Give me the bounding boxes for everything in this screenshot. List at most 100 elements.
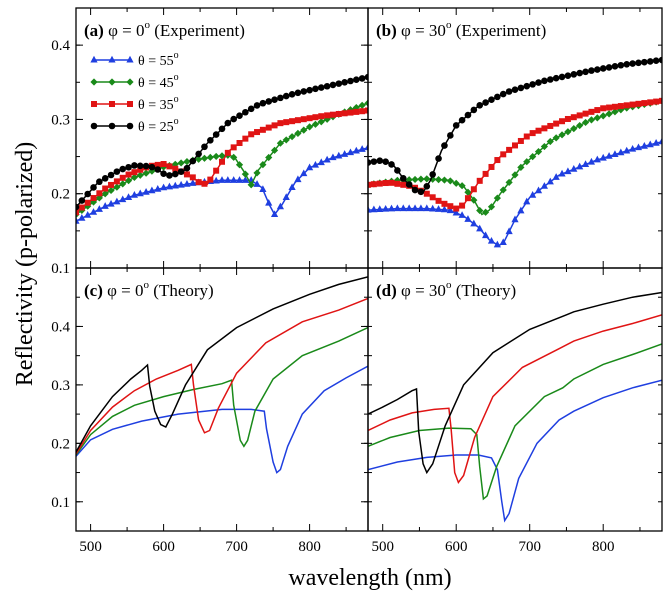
data-point xyxy=(364,143,368,151)
data-point xyxy=(154,166,162,173)
data-point xyxy=(323,155,331,163)
data-point xyxy=(300,88,308,95)
data-point xyxy=(113,168,121,175)
data-point xyxy=(464,195,471,202)
data-point xyxy=(125,171,132,178)
data-point xyxy=(136,162,144,170)
data-point xyxy=(382,158,389,165)
data-point xyxy=(265,198,273,206)
data-point xyxy=(300,126,308,134)
data-point xyxy=(499,90,507,98)
panels-layer: 0.10.20.30.4(a) φ = 0o (Experiment)θ = 5… xyxy=(51,7,663,555)
data-point xyxy=(635,100,642,107)
data-point xyxy=(154,185,162,192)
data-point xyxy=(611,63,619,70)
data-point xyxy=(564,128,572,136)
data-point xyxy=(160,183,168,191)
data-point xyxy=(388,179,395,186)
data-point xyxy=(317,118,325,126)
data-point xyxy=(253,102,261,109)
data-point xyxy=(294,89,302,97)
series-line-0 xyxy=(368,379,662,523)
data-point xyxy=(224,149,231,156)
data-point xyxy=(311,160,320,168)
panel-title-degree: o xyxy=(446,19,452,31)
data-point xyxy=(576,112,583,119)
data-point xyxy=(368,181,371,188)
data-point xyxy=(482,170,489,177)
data-point xyxy=(617,148,625,156)
data-point xyxy=(629,60,636,67)
data-point xyxy=(600,105,607,112)
series-line-1 xyxy=(368,343,662,501)
data-point xyxy=(494,93,501,101)
panel-title: (a) φ = 0o (Experiment) xyxy=(84,19,245,40)
data-point xyxy=(107,186,115,195)
data-point xyxy=(113,197,121,205)
data-point xyxy=(512,142,518,149)
data-point xyxy=(476,177,483,184)
series-line-0 xyxy=(76,365,368,474)
data-point xyxy=(131,169,138,176)
panel-frame xyxy=(367,267,663,532)
data-point xyxy=(230,115,237,123)
data-point xyxy=(364,73,368,81)
data-point xyxy=(541,125,548,132)
data-point xyxy=(393,176,401,184)
legend-marker xyxy=(90,78,98,86)
data-point xyxy=(494,157,501,164)
data-point xyxy=(189,179,197,186)
data-point xyxy=(605,152,613,159)
data-point xyxy=(119,165,127,173)
legend-label: θ = 25o xyxy=(138,116,179,135)
data-point xyxy=(277,94,284,102)
data-point xyxy=(405,204,413,212)
data-point xyxy=(84,211,92,218)
data-point xyxy=(417,188,425,196)
legend-label-degree: o xyxy=(174,116,179,127)
data-point xyxy=(581,160,590,167)
data-point xyxy=(89,208,98,215)
data-point xyxy=(253,169,261,177)
data-point xyxy=(594,107,601,114)
data-point xyxy=(172,165,179,172)
data-point xyxy=(511,215,519,223)
data-point xyxy=(218,176,226,183)
data-point xyxy=(370,205,378,213)
data-point xyxy=(235,176,244,183)
data-point xyxy=(183,158,191,166)
data-point xyxy=(634,143,643,151)
data-point xyxy=(482,231,490,239)
x-tick-label: 800 xyxy=(592,539,615,555)
data-point xyxy=(546,137,554,146)
data-point xyxy=(505,178,513,187)
data-point xyxy=(441,200,448,207)
series-group xyxy=(76,73,368,224)
x-tick-label: 500 xyxy=(371,539,394,555)
panel-title-degree: o xyxy=(446,279,452,291)
data-point xyxy=(534,147,543,156)
data-point xyxy=(137,166,144,173)
data-point xyxy=(253,180,261,187)
panel-title: (d) φ = 30o (Theory) xyxy=(376,279,516,300)
data-point xyxy=(658,137,662,145)
data-point xyxy=(130,173,138,181)
data-point xyxy=(230,153,238,161)
panel-frame xyxy=(75,7,369,269)
data-point xyxy=(329,111,336,118)
y-tick-label: 0.2 xyxy=(51,187,70,203)
panel-title-rest: (Theory) xyxy=(451,281,516,300)
data-point xyxy=(341,110,348,117)
x-tick-label: 500 xyxy=(79,539,102,555)
data-point xyxy=(76,217,80,224)
data-point xyxy=(552,173,560,180)
data-point xyxy=(458,182,466,190)
data-point xyxy=(623,146,631,154)
data-point xyxy=(458,211,466,218)
data-point xyxy=(611,108,619,116)
data-point xyxy=(476,224,484,232)
panel-title-phi: φ = 0 xyxy=(108,21,144,40)
data-point xyxy=(276,139,284,147)
data-point xyxy=(564,115,571,122)
data-point xyxy=(599,153,607,161)
